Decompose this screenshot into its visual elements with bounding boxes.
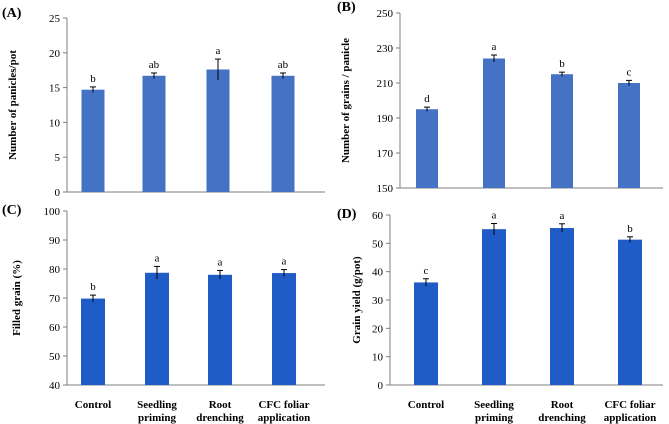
y-tick-label: 70 bbox=[49, 293, 61, 305]
chart-panel-2: (C) Filled grain (%) 40 50 60 70 80 90 100 b a a a Co… bbox=[2, 203, 325, 424]
chart-panel-0: (A) Number of panicles/pot 0 5 10 15 20 25 b ab a a… bbox=[2, 6, 325, 199]
y-tick-label: 250 bbox=[377, 8, 394, 20]
bar-2 bbox=[208, 274, 232, 385]
significance-letter: ab bbox=[278, 59, 289, 71]
significance-letter: a bbox=[492, 41, 497, 53]
y-tick-label: 150 bbox=[377, 183, 394, 195]
x-category-label: application bbox=[258, 412, 311, 424]
bar-0 bbox=[414, 282, 438, 385]
y-tick-label: 190 bbox=[377, 113, 394, 125]
x-category-label: Root bbox=[551, 399, 574, 411]
x-category-label: Seedling bbox=[137, 399, 177, 411]
y-tick-label: 40 bbox=[49, 380, 61, 392]
bar-1 bbox=[482, 229, 506, 385]
y-tick-label: 210 bbox=[377, 78, 394, 90]
y-tick-label: 60 bbox=[49, 322, 61, 334]
bar-2 bbox=[551, 74, 573, 188]
x-category-label: drenching bbox=[538, 412, 586, 424]
significance-letter: b bbox=[90, 281, 96, 293]
y-tick-label: 0 bbox=[55, 187, 61, 199]
panel-label: (B) bbox=[337, 0, 356, 15]
significance-letter: c bbox=[627, 66, 632, 78]
bar-1 bbox=[483, 58, 505, 188]
significance-letter: a bbox=[216, 45, 221, 57]
y-tick-label: 0 bbox=[378, 380, 384, 392]
y-tick-label: 5 bbox=[55, 152, 61, 164]
significance-letter: b bbox=[627, 223, 633, 235]
x-category-label: Control bbox=[408, 399, 444, 411]
y-axis-label: Grain yield (g/pot) bbox=[351, 256, 363, 344]
significance-letter: b bbox=[90, 73, 96, 85]
y-axis-label: Filled grain (%) bbox=[11, 260, 23, 336]
x-category-label: Seedling bbox=[474, 399, 514, 411]
y-tick-label: 10 bbox=[372, 352, 384, 364]
significance-letter: c bbox=[424, 265, 429, 277]
significance-letter: d bbox=[424, 93, 430, 105]
y-tick-label: 50 bbox=[372, 238, 384, 250]
x-category-label: Root bbox=[209, 399, 232, 411]
bar-3 bbox=[618, 239, 642, 385]
significance-letter: ab bbox=[149, 59, 160, 71]
bar-3 bbox=[618, 83, 640, 188]
x-category-label: drenching bbox=[196, 412, 244, 424]
x-category-label: CFC foliar bbox=[258, 399, 309, 411]
y-tick-label: 230 bbox=[377, 43, 394, 55]
y-tick-label: 170 bbox=[377, 148, 394, 160]
y-tick-label: 10 bbox=[49, 117, 61, 129]
chart-panel-3: (D) Grain yield (g/pot) 0 10 20 30 40 50 60 c a a b C… bbox=[337, 207, 663, 424]
panel-label: (A) bbox=[2, 6, 22, 21]
x-category-label: priming bbox=[475, 412, 513, 424]
y-tick-label: 80 bbox=[49, 264, 61, 276]
bar-3 bbox=[271, 75, 295, 192]
y-axis-label: Number of panicles/pot bbox=[7, 50, 19, 160]
y-tick-label: 50 bbox=[49, 351, 61, 363]
x-category-label: application bbox=[604, 412, 657, 424]
y-axis-label: Number of grains / panicle bbox=[340, 38, 352, 163]
x-category-label: priming bbox=[138, 412, 176, 424]
bar-0 bbox=[81, 89, 105, 192]
y-tick-label: 90 bbox=[49, 235, 61, 247]
y-tick-label: 30 bbox=[372, 295, 384, 307]
y-tick-label: 20 bbox=[49, 48, 61, 60]
y-tick-label: 20 bbox=[372, 323, 384, 335]
y-tick-label: 15 bbox=[49, 83, 61, 95]
bar-3 bbox=[272, 273, 296, 385]
significance-letter: a bbox=[218, 256, 223, 268]
panel-label: (D) bbox=[337, 207, 357, 222]
bar-1 bbox=[145, 272, 169, 385]
significance-letter: a bbox=[560, 210, 565, 222]
y-tick-label: 100 bbox=[44, 206, 61, 218]
y-tick-label: 25 bbox=[49, 13, 61, 25]
y-tick-label: 40 bbox=[372, 267, 384, 279]
chart-panel-1: (B) Number of grains / panicle 150 170 190 21… bbox=[337, 0, 663, 195]
x-category-label: CFC foliar bbox=[604, 399, 655, 411]
significance-letter: a bbox=[282, 256, 287, 268]
x-category-label: Control bbox=[75, 399, 111, 411]
significance-letter: a bbox=[155, 252, 160, 264]
bar-1 bbox=[142, 75, 166, 192]
y-tick-label: 60 bbox=[372, 210, 384, 222]
significance-letter: a bbox=[492, 210, 497, 222]
bar-0 bbox=[81, 298, 105, 385]
bar-2 bbox=[550, 228, 574, 385]
significance-letter: b bbox=[559, 58, 565, 70]
bar-0 bbox=[416, 109, 438, 188]
bar-2 bbox=[206, 69, 230, 192]
panel-label: (C) bbox=[2, 203, 22, 218]
